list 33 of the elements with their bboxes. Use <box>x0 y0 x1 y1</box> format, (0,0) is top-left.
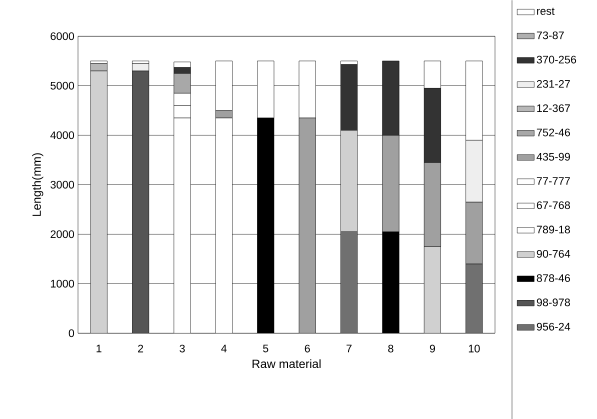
x-axis-title: Raw material <box>252 359 321 368</box>
x-tick-label: 8 <box>388 344 394 352</box>
x-tick-label: 1 <box>96 344 102 352</box>
x-tick-label: 7 <box>346 344 352 352</box>
x-tick-label: 5 <box>263 344 268 352</box>
x-tick-label: 4 <box>221 344 227 352</box>
y-tick-label: 4000 <box>50 131 74 139</box>
legend-label: rest <box>537 8 555 15</box>
x-tick-label: 6 <box>304 344 310 352</box>
x-tick-label: 9 <box>430 344 435 352</box>
legend-label: 98-978 <box>536 298 570 306</box>
legend-label: 435-99 <box>536 152 570 160</box>
x-tick-label: 10 <box>468 344 480 352</box>
y-tick-label: 3000 <box>50 180 74 188</box>
y-tick-label: 2000 <box>50 230 74 238</box>
x-tick-label: 2 <box>138 344 144 352</box>
legend-label: 77-777 <box>536 177 570 185</box>
legend-label: 370-256 <box>536 56 576 64</box>
legend-label: 73-87 <box>536 31 564 40</box>
y-axis-title: Length(mm) <box>32 153 44 216</box>
legend-label: 752-46 <box>536 128 570 136</box>
legend-label: 789-18 <box>536 225 570 234</box>
legend-label: 231-27 <box>536 80 570 88</box>
y-tick-label: 0 <box>68 329 74 337</box>
y-tick-label: 6000 <box>50 32 74 40</box>
legend-label: 12-367 <box>537 104 570 112</box>
x-tick-label: 3 <box>180 344 185 352</box>
y-tick-label: 5000 <box>50 82 74 90</box>
legend-label: 956-24 <box>536 322 570 330</box>
legend-label: 90-764 <box>536 250 570 258</box>
y-tick-label: 1000 <box>50 280 74 288</box>
legend-label: 67-768 <box>536 201 570 209</box>
legend-label: 878-46 <box>536 274 570 282</box>
